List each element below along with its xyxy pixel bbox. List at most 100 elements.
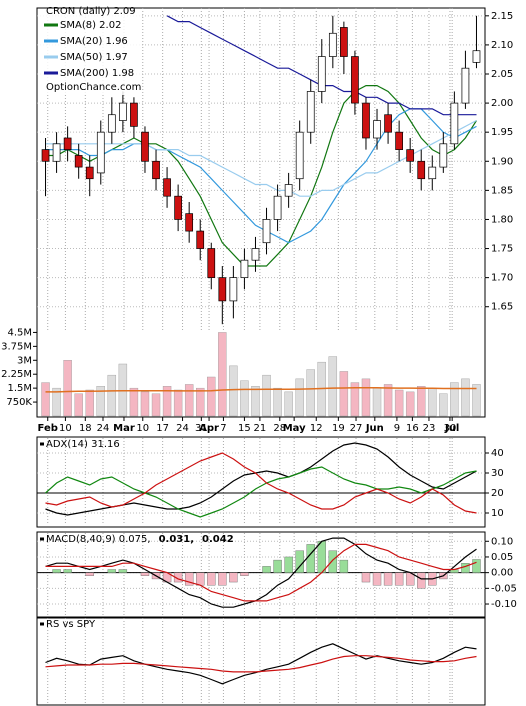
candle-body <box>52 143 61 162</box>
volume-bar <box>328 356 338 417</box>
volume-bar <box>251 386 260 417</box>
candle-body <box>273 195 282 220</box>
histogram-bar <box>472 559 481 573</box>
x-tick-label: Apr <box>199 423 219 434</box>
x-tick-label: Mar <box>113 423 135 434</box>
x-tick-label: 19 <box>332 423 345 434</box>
y-tick-label: 1.90 <box>491 156 513 167</box>
volume-bar <box>96 386 105 417</box>
x-tick-label: 12 <box>310 423 323 434</box>
volume-bar <box>162 386 172 417</box>
volume-bar <box>207 376 216 417</box>
candle-body <box>96 131 105 174</box>
volume-bar <box>85 389 94 417</box>
legend-label: SMA(20) 1.96 <box>60 36 128 47</box>
histogram-bar <box>317 541 326 573</box>
y-tick-label: 1.70 <box>491 273 513 284</box>
y-tick-label: 2.10 <box>491 40 513 51</box>
histogram-bar <box>218 572 227 586</box>
candle-body <box>119 102 127 121</box>
volume-bar <box>52 387 61 417</box>
volume-bar <box>273 387 282 417</box>
volume-bar <box>129 387 139 417</box>
y-tick-label: 4.5M <box>7 327 32 338</box>
legend-label: MACD(8,40,9) 0.075, <box>46 534 151 545</box>
y-tick-label: 10 <box>491 508 504 519</box>
y-tick-label: 750K <box>6 397 32 408</box>
y-tick-label: 0.05 <box>491 552 513 563</box>
candle-body <box>362 102 370 139</box>
x-tick-label: 27 <box>350 423 363 434</box>
volume-bar <box>439 393 448 417</box>
volume-bar <box>107 374 117 417</box>
y-tick-label: 0.10 <box>491 536 513 547</box>
histogram-bar <box>328 550 338 573</box>
y-tick-label: 2.15 <box>491 11 513 22</box>
x-tick-label: 18 <box>79 423 92 434</box>
y-tick-label: 3.75M <box>1 341 32 352</box>
watermark: OptionChance.com <box>46 82 141 93</box>
candle-body <box>406 149 415 162</box>
volume-bar <box>229 365 238 417</box>
candle-body <box>439 143 448 168</box>
legend-label: 0.042 <box>202 534 234 545</box>
candle-body <box>306 91 315 133</box>
candle-body <box>395 131 403 150</box>
histogram-bar <box>306 544 315 573</box>
series-line <box>45 119 477 197</box>
y-tick-label: 1.85 <box>491 185 513 196</box>
volume-bar <box>405 391 415 417</box>
x-tick-label: 16 <box>406 423 419 434</box>
x-tick-label: 9 <box>394 423 400 434</box>
candle-body <box>262 219 271 244</box>
histogram-bar <box>118 569 128 573</box>
x-tick-label: 17 <box>156 423 169 434</box>
candle-body <box>472 50 481 63</box>
volume-bar <box>394 389 404 417</box>
histogram-bar <box>173 572 183 583</box>
legend-label: ADX(14) 31.16 <box>46 439 120 450</box>
macd-frame <box>36 531 486 618</box>
volume-bar <box>196 387 205 417</box>
legend-label: SMA(50) 1.97 <box>60 52 128 63</box>
volume-bar <box>151 393 161 417</box>
histogram-bar <box>229 572 238 583</box>
histogram-bar <box>207 572 216 586</box>
histogram-bar <box>273 559 282 573</box>
candle-body <box>240 259 249 278</box>
series-line <box>45 108 477 244</box>
histogram-bar <box>63 569 72 573</box>
candle-body <box>74 155 83 168</box>
y-tick-label: 2.25M <box>1 369 32 380</box>
candle-body <box>284 184 293 197</box>
y-tick-label: 1.75 <box>491 244 513 255</box>
y-tick-label: 1.95 <box>491 127 513 138</box>
legend-box <box>40 9 140 95</box>
candle-body <box>163 178 171 197</box>
candle-body <box>63 137 72 150</box>
y-tick-label: 2.05 <box>491 69 513 80</box>
candle-body <box>152 160 160 180</box>
y-tick-label: 2.00 <box>491 98 513 109</box>
volume-bar <box>140 391 150 417</box>
x-tick-label: 30 <box>444 423 457 434</box>
candle-body <box>141 131 149 162</box>
candle-body <box>340 27 348 57</box>
volume-bar <box>41 382 50 417</box>
candle-body <box>373 120 381 139</box>
adx-frame <box>36 436 486 528</box>
volume-bar <box>361 378 371 417</box>
histogram-bar <box>107 569 117 573</box>
volume-bar <box>461 378 470 417</box>
x-tick-label: 15 <box>238 423 251 434</box>
volume-bar <box>450 382 459 417</box>
candle-body <box>450 102 459 145</box>
x-tick-label: 21 <box>254 423 267 434</box>
x-tick-label: 10 <box>136 423 149 434</box>
candle-body <box>185 213 194 232</box>
x-tick-label: 23 <box>423 423 436 434</box>
histogram-bar <box>394 572 404 586</box>
candle-body <box>328 32 337 57</box>
volume-bar <box>218 332 227 417</box>
